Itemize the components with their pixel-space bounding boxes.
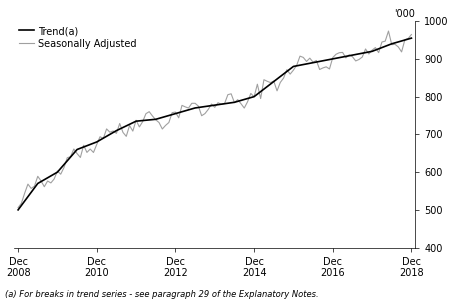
Seasonally Adjusted	[182, 105, 188, 109]
Trend(a)	[55, 170, 60, 174]
Line: Trend(a): Trend(a)	[18, 38, 412, 210]
Trend(a)	[281, 72, 287, 76]
Text: (a) For breaks in trend series - see paragraph 29 of the Explanatory Notes.: (a) For breaks in trend series - see par…	[5, 290, 318, 299]
Seasonally Adjusted	[382, 39, 388, 43]
Text: '000: '000	[395, 9, 415, 19]
Line: Seasonally Adjusted: Seasonally Adjusted	[18, 31, 412, 208]
Trend(a)	[107, 133, 113, 136]
Trend(a)	[261, 87, 267, 91]
Seasonally Adjusted	[409, 33, 414, 36]
Seasonally Adjusted	[15, 206, 21, 210]
Seasonally Adjusted	[386, 29, 391, 33]
Trend(a)	[182, 109, 188, 113]
Seasonally Adjusted	[281, 76, 287, 80]
Seasonally Adjusted	[261, 78, 267, 82]
Seasonally Adjusted	[55, 169, 60, 173]
Trend(a)	[382, 44, 388, 48]
Trend(a)	[409, 36, 414, 40]
Seasonally Adjusted	[107, 130, 113, 134]
Legend: Trend(a), Seasonally Adjusted: Trend(a), Seasonally Adjusted	[19, 26, 137, 49]
Trend(a)	[15, 208, 21, 212]
